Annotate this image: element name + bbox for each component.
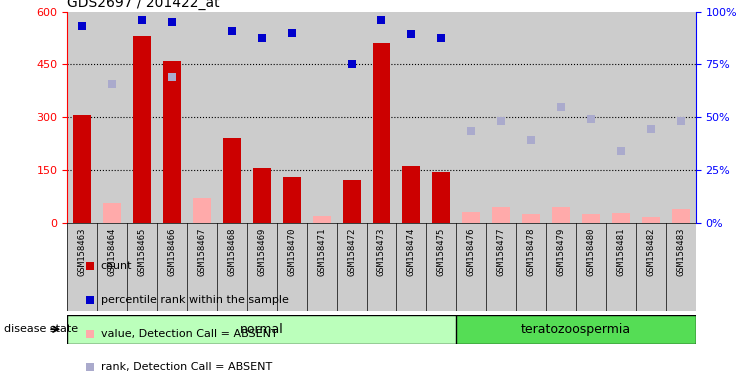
Text: GSM158471: GSM158471 xyxy=(317,227,326,275)
Bar xyxy=(187,12,217,223)
Text: GSM158472: GSM158472 xyxy=(347,227,356,275)
Text: count: count xyxy=(101,262,132,271)
Bar xyxy=(97,12,127,223)
Text: rank, Detection Call = ABSENT: rank, Detection Call = ABSENT xyxy=(101,362,272,372)
Text: GSM158468: GSM158468 xyxy=(227,227,236,275)
Bar xyxy=(456,223,486,311)
Bar xyxy=(187,223,217,311)
Text: GSM158482: GSM158482 xyxy=(646,227,655,275)
Text: GSM158469: GSM158469 xyxy=(257,227,266,275)
Bar xyxy=(432,172,450,223)
Bar xyxy=(193,198,211,223)
Bar xyxy=(373,43,390,223)
Bar xyxy=(277,12,307,223)
Text: value, Detection Call = ABSENT: value, Detection Call = ABSENT xyxy=(101,329,278,339)
Bar xyxy=(636,12,666,223)
Bar xyxy=(636,223,666,311)
Bar xyxy=(217,12,247,223)
Bar xyxy=(402,166,420,223)
Text: GSM158464: GSM158464 xyxy=(108,227,117,275)
Bar xyxy=(343,180,361,223)
Bar xyxy=(67,223,97,311)
Bar xyxy=(492,207,510,223)
Bar xyxy=(522,214,540,223)
Bar xyxy=(103,204,121,223)
Bar xyxy=(576,223,606,311)
Text: GDS2697 / 201422_at: GDS2697 / 201422_at xyxy=(67,0,220,10)
Bar xyxy=(337,223,367,311)
Bar xyxy=(67,315,456,344)
Bar xyxy=(277,223,307,311)
Bar xyxy=(367,223,396,311)
Bar xyxy=(67,12,97,223)
Bar xyxy=(223,138,241,223)
Bar xyxy=(642,217,660,223)
Bar xyxy=(163,61,181,223)
Bar xyxy=(546,12,576,223)
Text: GSM158470: GSM158470 xyxy=(287,227,296,275)
Bar xyxy=(253,168,271,223)
Text: normal: normal xyxy=(240,323,283,336)
Bar xyxy=(612,213,630,223)
Bar xyxy=(133,36,151,223)
Bar xyxy=(396,223,426,311)
Text: GSM158475: GSM158475 xyxy=(437,227,446,275)
Bar xyxy=(313,216,331,223)
Bar xyxy=(283,177,301,223)
Bar xyxy=(426,223,456,311)
Bar xyxy=(367,12,396,223)
Bar xyxy=(672,209,690,223)
Bar xyxy=(462,212,480,223)
Text: disease state: disease state xyxy=(4,324,78,334)
Text: percentile rank within the sample: percentile rank within the sample xyxy=(101,295,289,305)
Bar xyxy=(456,12,486,223)
Bar xyxy=(516,12,546,223)
Bar xyxy=(247,223,277,311)
Bar xyxy=(396,12,426,223)
Text: GSM158480: GSM158480 xyxy=(586,227,595,275)
Bar xyxy=(247,12,277,223)
Bar xyxy=(127,223,157,311)
Bar xyxy=(666,223,696,311)
Text: GSM158476: GSM158476 xyxy=(467,227,476,275)
Text: GSM158463: GSM158463 xyxy=(78,227,87,275)
Bar xyxy=(337,12,367,223)
Text: GSM158477: GSM158477 xyxy=(497,227,506,275)
Bar xyxy=(516,223,546,311)
Bar xyxy=(157,223,187,311)
Bar xyxy=(157,12,187,223)
Bar xyxy=(73,115,91,223)
Text: GSM158483: GSM158483 xyxy=(676,227,685,275)
Bar xyxy=(552,207,570,223)
Text: GSM158466: GSM158466 xyxy=(168,227,177,275)
Bar xyxy=(486,223,516,311)
Bar xyxy=(217,223,247,311)
Text: GSM158478: GSM158478 xyxy=(527,227,536,275)
Text: GSM158474: GSM158474 xyxy=(407,227,416,275)
Bar xyxy=(307,223,337,311)
Text: teratozoospermia: teratozoospermia xyxy=(521,323,631,336)
Bar xyxy=(576,12,606,223)
Text: GSM158481: GSM158481 xyxy=(616,227,625,275)
Bar xyxy=(606,12,636,223)
Text: GSM158465: GSM158465 xyxy=(138,227,147,275)
Text: GSM158473: GSM158473 xyxy=(377,227,386,275)
Text: GSM158479: GSM158479 xyxy=(557,227,565,275)
Bar xyxy=(546,223,576,311)
Bar xyxy=(582,214,600,223)
Bar xyxy=(456,315,696,344)
Bar xyxy=(97,223,127,311)
Bar xyxy=(666,12,696,223)
Bar xyxy=(486,12,516,223)
Text: GSM158467: GSM158467 xyxy=(197,227,206,275)
Bar xyxy=(127,12,157,223)
Bar xyxy=(606,223,636,311)
Bar xyxy=(426,12,456,223)
Bar xyxy=(307,12,337,223)
